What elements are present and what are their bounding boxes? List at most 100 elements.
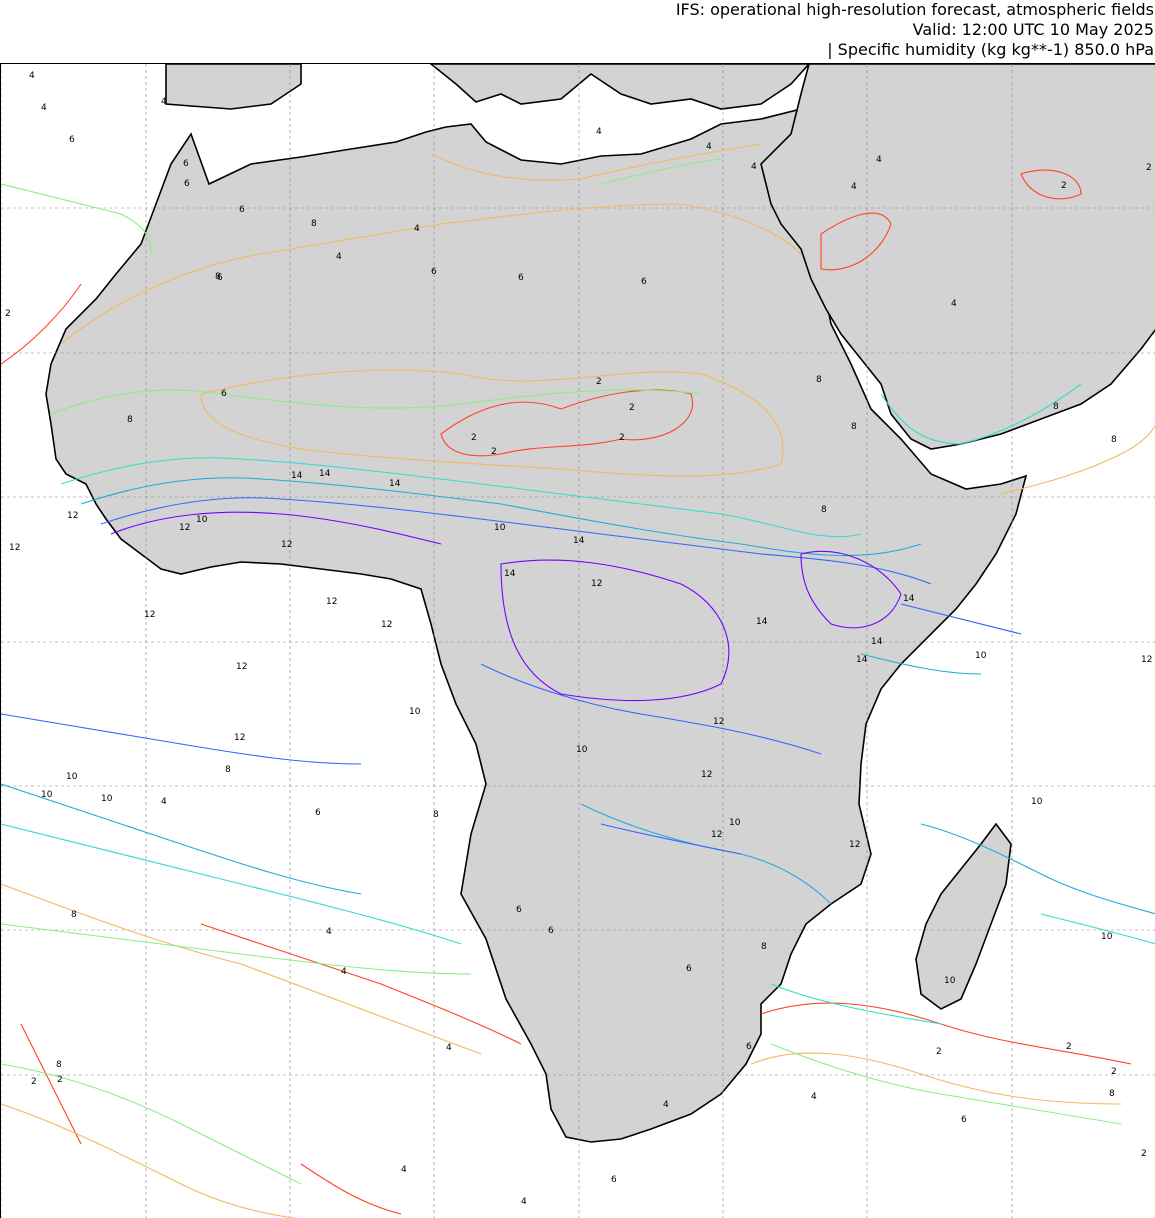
contour-label-8: 8 (1109, 1089, 1115, 1099)
contour-label-8: 8 (1111, 435, 1117, 445)
contour-label-4: 4 (951, 299, 957, 309)
contour-line-14 (110, 511, 442, 545)
contour-line-12 (600, 823, 742, 855)
contour-label-14: 14 (389, 479, 401, 489)
contour-label-14: 14 (291, 471, 303, 481)
contour-label-4: 4 (414, 224, 420, 234)
contour-label-10: 10 (729, 818, 741, 828)
contour-label-12: 12 (1141, 655, 1152, 665)
contour-line-10 (80, 477, 922, 557)
contour-label-6: 6 (518, 273, 524, 283)
contour-label-14: 14 (504, 569, 516, 579)
contour-label-6: 6 (239, 205, 245, 215)
contour-label-2: 2 (1066, 1042, 1072, 1052)
contour-label-12: 12 (236, 662, 247, 672)
contour-label-4: 4 (161, 97, 167, 107)
contour-label-8: 8 (215, 272, 221, 282)
contour-label-2: 2 (936, 1047, 942, 1057)
contour-label-12: 12 (713, 717, 724, 727)
contour-label-10: 10 (196, 515, 208, 525)
contour-label-14: 14 (319, 469, 331, 479)
contour-label-12: 12 (281, 540, 292, 550)
contour-line-4 (1, 1103, 298, 1218)
contour-label-12: 12 (67, 511, 78, 521)
contour-label-2: 2 (1141, 1149, 1147, 1159)
madagascar (915, 822, 1012, 1010)
contour-line-8 (770, 983, 942, 1025)
contour-label-6: 6 (217, 273, 223, 283)
contour-label-14: 14 (573, 536, 585, 546)
contour-label-4: 4 (446, 1043, 452, 1053)
contour-label-10: 10 (494, 523, 506, 533)
contour-label-2: 2 (5, 309, 11, 319)
contour-label-2: 2 (1111, 1067, 1117, 1077)
contour-line-14 (800, 550, 902, 629)
contour-line-14 (500, 559, 730, 702)
contour-label-6: 6 (221, 389, 227, 399)
field-description: | Specific humidity (kg kg**-1) 850.0 hP… (827, 40, 1154, 59)
contour-label-14: 14 (903, 594, 915, 604)
contour-label-12: 12 (849, 840, 860, 850)
contour-label-8: 8 (433, 810, 439, 820)
forecast-title: IFS: operational high-resolution forecas… (675, 0, 1154, 19)
contour-label-6: 6 (69, 135, 75, 145)
contour-line-2 (760, 1002, 1132, 1065)
contour-label-4: 4 (811, 1092, 817, 1102)
contour-line-2 (820, 212, 892, 271)
contour-label-8: 8 (761, 942, 767, 952)
contour-line-2 (20, 1023, 82, 1145)
contour-label-4: 4 (336, 252, 342, 262)
contour-line-12 (480, 663, 822, 755)
contour-label-6: 6 (184, 179, 190, 189)
contour-line-4 (750, 1052, 1122, 1105)
contour-label-6: 6 (641, 277, 647, 287)
contour-label-6: 6 (961, 1115, 967, 1125)
graticule (1, 64, 1155, 1218)
contour-label-10: 10 (1101, 932, 1113, 942)
contour-label-4: 4 (341, 967, 347, 977)
contour-label-12: 12 (179, 523, 190, 533)
contour-line-6 (1, 183, 152, 255)
contour-label-2: 2 (471, 433, 477, 443)
contour-label-10: 10 (66, 772, 78, 782)
contour-line-10 (920, 823, 1155, 915)
contour-label-8: 8 (225, 765, 231, 775)
contour-label-8: 8 (851, 422, 857, 432)
contour-line-4 (1, 883, 482, 1055)
contour-line-12 (900, 603, 1022, 635)
contour-label-6: 6 (183, 159, 189, 169)
contour-label-2: 2 (1061, 181, 1067, 191)
contour-line-8 (60, 457, 862, 538)
contour-label-14: 14 (756, 617, 768, 627)
contour-label-12: 12 (234, 733, 245, 743)
contour-label-4: 4 (663, 1100, 669, 1110)
contour-label-10: 10 (101, 794, 113, 804)
contour-line-6 (50, 389, 702, 415)
contour-line-6 (600, 158, 722, 185)
contour-line-4 (60, 203, 802, 345)
contour-label-4: 4 (521, 1197, 527, 1207)
contour-labels: 2 2 2 2 2 2 2 2 2 2 2 2 2 2 4 4 4 4 4 4 4 4 4 4 4 4 4 4 4 4 4 4 4 6 6 6 6 6 6 6… (5, 71, 1152, 1207)
contour-label-4: 4 (29, 71, 35, 81)
contour-label-6: 6 (746, 1042, 752, 1052)
contour-line-2 (1, 283, 82, 365)
contour-line-4 (1000, 424, 1155, 495)
contour-label-8: 8 (71, 910, 77, 920)
contour-label-12: 12 (144, 610, 155, 620)
contour-line-8 (880, 383, 1082, 445)
map-title-block: IFS: operational high-resolution forecas… (676, 0, 1154, 60)
iberia-landmass (165, 64, 302, 110)
contour-line-12 (100, 497, 932, 585)
contour-label-4: 4 (401, 1165, 407, 1175)
contour-label-8: 8 (127, 415, 133, 425)
valid-time: Valid: 12:00 UTC 10 May 2025 (912, 20, 1154, 39)
contour-label-10: 10 (975, 651, 987, 661)
contour-line-8 (1, 823, 462, 945)
southern-europe (429, 64, 811, 110)
contour-label-8: 8 (311, 219, 317, 229)
contour-label-8: 8 (56, 1060, 62, 1070)
contour-label-4: 4 (751, 162, 757, 172)
contour-label-4: 4 (706, 142, 712, 152)
contour-label-6: 6 (548, 926, 554, 936)
contour-label-4: 4 (596, 127, 602, 137)
